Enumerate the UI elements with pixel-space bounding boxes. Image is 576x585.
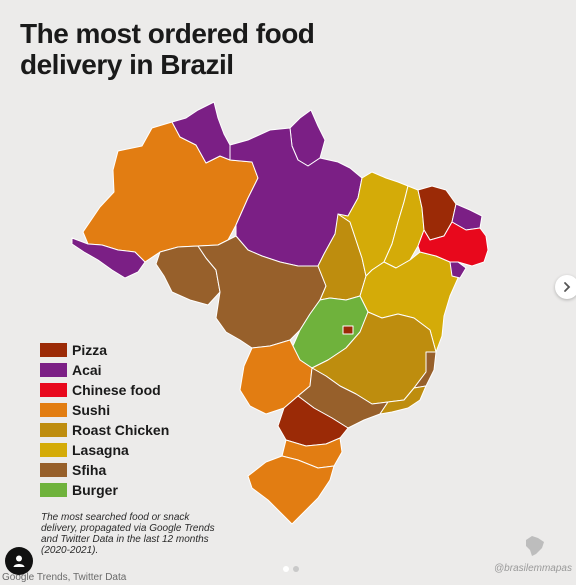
legend-item: Sushi (40, 400, 169, 420)
legend-label: Pizza (72, 342, 108, 358)
legend-swatch (40, 403, 67, 417)
legend-item: Sfiha (40, 460, 169, 480)
brazil-silhouette-logo (526, 536, 544, 556)
legend-label: Roast Chicken (72, 422, 170, 438)
legend-item: Acai (40, 360, 169, 380)
footnote: The most searched food or snack delivery… (41, 512, 215, 556)
region-rio-de-janeiro (379, 385, 427, 415)
region-pernambuco (417, 221, 489, 267)
legend-item: Burger (40, 480, 169, 500)
legend: Pizza Acai Chinese food Sushi Roast Chicken L… (40, 340, 169, 500)
user-icon (13, 555, 25, 567)
legend-swatch (40, 463, 67, 477)
next-slide-button[interactable] (555, 275, 576, 299)
legend-label: Sushi (72, 402, 111, 418)
region-sergipe (449, 261, 467, 279)
legend-swatch (40, 443, 67, 457)
legend-label: Lasagna (72, 442, 129, 458)
region-distrito-federal (342, 325, 354, 335)
legend-swatch (40, 343, 67, 357)
watermark: @brasilemmapas (494, 563, 572, 574)
legend-label: Burger (72, 482, 118, 498)
legend-label: Acai (72, 362, 102, 378)
legend-item: Pizza (40, 340, 169, 360)
source-text: Google Trends, Twitter Data (2, 572, 127, 583)
legend-label: Sfiha (72, 462, 107, 478)
carousel-dot-2[interactable] (293, 566, 299, 572)
map-title: The most ordered food delivery in Brazil (20, 18, 380, 80)
legend-item: Chinese food (40, 380, 169, 400)
legend-swatch (40, 483, 67, 497)
region-rio-grande-do-sul (247, 455, 335, 525)
legend-label: Chinese food (72, 382, 161, 398)
profile-button[interactable] (5, 547, 33, 575)
carousel-dots (283, 566, 299, 572)
region-acre (71, 237, 146, 279)
legend-swatch (40, 363, 67, 377)
legend-item: Lasagna (40, 440, 169, 460)
title-line-1: The most ordered food (20, 18, 315, 49)
title-line-2: delivery in Brazil (20, 49, 234, 80)
legend-item: Roast Chicken (40, 420, 169, 440)
carousel-dot-1[interactable] (283, 566, 289, 572)
region-rondonia (155, 245, 221, 306)
legend-swatch (40, 383, 67, 397)
chevron-right-icon (564, 282, 571, 292)
legend-swatch (40, 423, 67, 437)
